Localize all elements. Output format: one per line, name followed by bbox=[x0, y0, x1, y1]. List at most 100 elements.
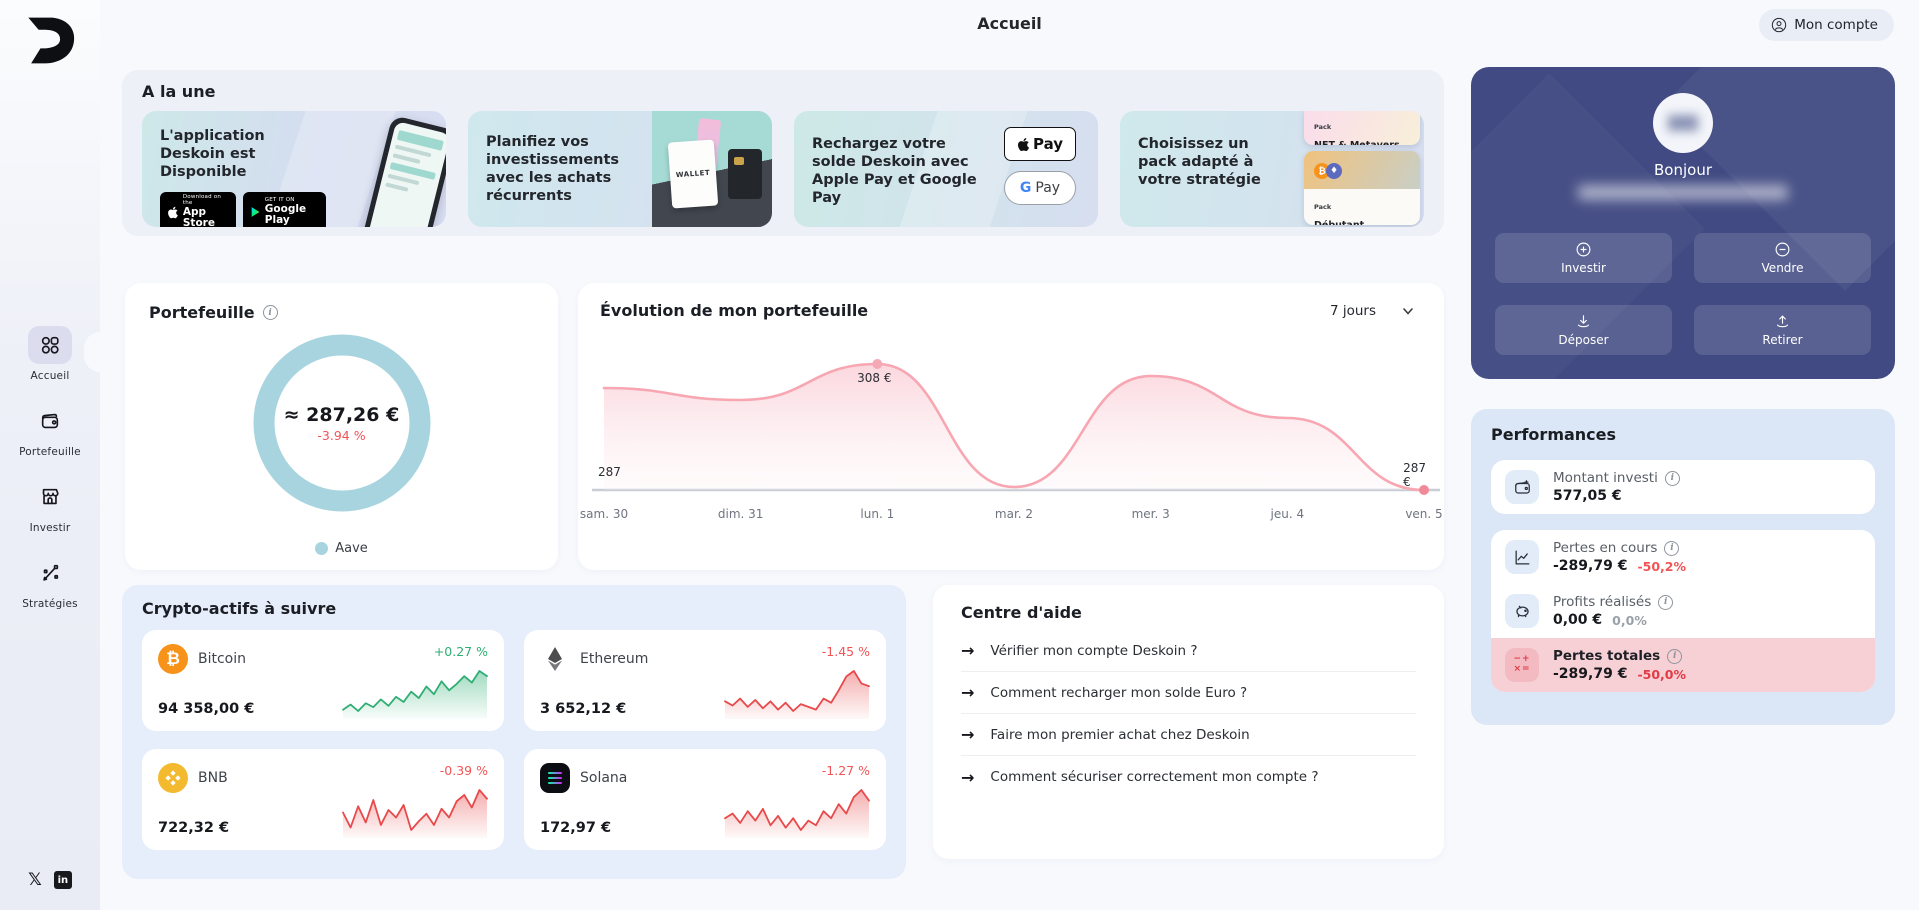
portfolio-title: Portefeuille bbox=[149, 303, 255, 322]
svg-text:mer. 3: mer. 3 bbox=[1132, 507, 1170, 521]
badge-label: App Store bbox=[182, 205, 215, 227]
asset-change: -1.27 % bbox=[821, 763, 870, 778]
sidebar-item-label: Accueil bbox=[30, 370, 70, 382]
promo-card-topup[interactable]: Rechargez votre solde Deskoin avec Apple… bbox=[794, 111, 1098, 227]
bnb-sparkline bbox=[342, 789, 488, 838]
sell-button-label: Vendre bbox=[1761, 261, 1804, 275]
account-button[interactable]: Mon compte bbox=[1759, 9, 1894, 41]
metric-label: Montant investi bbox=[1553, 470, 1658, 486]
x-twitter-icon[interactable]: 𝕏 bbox=[28, 870, 42, 890]
crypto-card-solana[interactable]: Solana -1.27 % 172,97 € bbox=[524, 749, 886, 850]
metric-row-current-losses: Pertes en cours i -289,79 € -50,2% bbox=[1491, 530, 1875, 584]
linkedin-icon[interactable]: in bbox=[53, 871, 72, 889]
svg-text:ven. 5: ven. 5 bbox=[1405, 507, 1442, 521]
sidebar-item-portefeuille[interactable]: Portefeuille bbox=[19, 402, 81, 458]
asset-price: 94 358,00 € bbox=[158, 701, 255, 717]
crypto-section-title: Crypto-actifs à suivre bbox=[142, 599, 337, 618]
user-name-redacted bbox=[1578, 185, 1788, 200]
help-title: Centre d'aide bbox=[961, 603, 1082, 622]
metric-value: 0,00 € bbox=[1553, 612, 1603, 628]
pack-nft-metavers: Pack NFT & Metavers bbox=[1304, 111, 1420, 145]
evolution-card: Évolution de mon portefeuille 7 jours sa… bbox=[578, 283, 1444, 570]
sidebar-item-investir[interactable]: Investir bbox=[28, 478, 72, 534]
apple-pay-label: Pay bbox=[1032, 135, 1064, 153]
info-icon[interactable]: i bbox=[1658, 594, 1674, 610]
info-icon[interactable]: i bbox=[1664, 540, 1680, 556]
asset-price: 722,32 € bbox=[158, 820, 230, 836]
deposit-button[interactable]: Déposer bbox=[1495, 305, 1672, 355]
plus-circle-icon bbox=[1576, 242, 1591, 257]
sidebar-item-strategies[interactable]: Stratégies bbox=[22, 554, 78, 610]
metric-percent: -50,0% bbox=[1637, 666, 1687, 682]
asset-price: 172,97 € bbox=[540, 820, 612, 836]
help-item-first-purchase[interactable]: → Faire mon premier achat chez Deskoin bbox=[961, 714, 1416, 756]
metric-label: Profits réalisés bbox=[1553, 594, 1652, 610]
asset-name: Bitcoin bbox=[198, 651, 247, 667]
solana-sparkline bbox=[724, 789, 870, 838]
wallet-plus-icon bbox=[1505, 470, 1539, 504]
metric-label: Pertes totales bbox=[1553, 648, 1661, 664]
wallet-icon bbox=[28, 402, 72, 440]
asset-change: -0.39 % bbox=[439, 763, 488, 778]
crypto-card-bitcoin[interactable]: ₿ Bitcoin +0.27 % 94 358,00 € bbox=[142, 630, 504, 731]
crypto-card-ethereum[interactable]: Ethereum -1.45 % 3 652,12 € bbox=[524, 630, 886, 731]
help-item-label: Vérifier mon compte Deskoin ? bbox=[990, 642, 1198, 659]
ethereum-icon bbox=[540, 644, 570, 674]
asset-change: -1.45 % bbox=[821, 644, 870, 659]
svg-text:sam. 30: sam. 30 bbox=[580, 507, 628, 521]
peak-value-label: 308 € bbox=[857, 371, 892, 385]
help-item-label: Comment sécuriser correctement mon compt… bbox=[990, 769, 1319, 785]
info-icon[interactable]: i bbox=[1664, 470, 1680, 486]
strategy-icon bbox=[28, 554, 72, 592]
ethereum-sparkline bbox=[724, 670, 870, 719]
pack-stack: PackNFT & Metavers ₿♦ PackDébutant ₿♦ +2 bbox=[1296, 111, 1424, 227]
invest-button[interactable]: Investir bbox=[1495, 233, 1672, 283]
help-item-topup-euro[interactable]: → Comment recharger mon solde Euro ? bbox=[961, 672, 1416, 714]
svg-text:dim. 31: dim. 31 bbox=[718, 507, 764, 521]
asset-price: 3 652,12 € bbox=[540, 701, 627, 717]
withdraw-button[interactable]: Retirer bbox=[1694, 305, 1871, 355]
metric-label: Pertes en cours bbox=[1553, 540, 1658, 556]
app-store-badge[interactable]: Download on the App Store bbox=[160, 192, 236, 227]
google-pay-badge[interactable]: G Pay bbox=[1004, 171, 1076, 205]
portfolio-donut-chart: ≈ 287,26 € -3.94 % bbox=[125, 323, 558, 523]
pack-name: Débutant bbox=[1314, 220, 1364, 225]
metric-row-total-losses: −+ ×= Pertes totales i -289,79 € -50,0% bbox=[1491, 638, 1875, 692]
help-item-label: Faire mon premier achat chez Deskoin bbox=[990, 726, 1250, 743]
wallet-card-label: WALLET bbox=[667, 139, 719, 209]
deposit-button-label: Déposer bbox=[1558, 333, 1609, 347]
apple-pay-badge[interactable]: Pay bbox=[1004, 127, 1076, 161]
svg-text:jeu. 4: jeu. 4 bbox=[1270, 507, 1305, 521]
download-icon bbox=[1577, 315, 1590, 328]
crypto-card-bnb[interactable]: BNB -0.39 % 722,32 € bbox=[142, 749, 504, 850]
account-button-label: Mon compte bbox=[1794, 17, 1878, 33]
social-links: 𝕏 in bbox=[0, 870, 100, 890]
bnb-icon bbox=[158, 763, 188, 793]
promo-card-title: Rechargez votre solde Deskoin avec Apple… bbox=[812, 136, 977, 207]
range-selector[interactable]: 7 jours bbox=[1330, 303, 1422, 319]
avatar[interactable] bbox=[1653, 93, 1713, 153]
legend-dot-aave bbox=[315, 542, 329, 555]
metric-row-invested: Montant investi i 577,05 € bbox=[1491, 460, 1875, 514]
svg-text:mar. 2: mar. 2 bbox=[995, 507, 1033, 521]
featured-title: A la une bbox=[142, 82, 216, 101]
invest-button-label: Investir bbox=[1561, 261, 1606, 275]
chart-line-icon bbox=[1505, 540, 1539, 574]
help-item-secure-account[interactable]: → Comment sécuriser correctement mon com… bbox=[961, 756, 1416, 798]
performances-title: Performances bbox=[1491, 425, 1617, 444]
promo-card-packs[interactable]: Choisissez un pack adapté à votre straté… bbox=[1120, 111, 1424, 227]
sidebar-item-label: Investir bbox=[29, 522, 71, 534]
google-play-badge[interactable]: GET IT ON Google Play bbox=[242, 192, 326, 227]
promo-card-app[interactable]: L'application Deskoin est Disponible Dow… bbox=[142, 111, 446, 227]
info-icon[interactable]: i bbox=[1667, 648, 1683, 664]
deskoin-logo[interactable] bbox=[18, 12, 76, 68]
info-icon[interactable]: i bbox=[262, 305, 278, 320]
pack-kicker: Pack bbox=[1314, 123, 1332, 131]
promo-card-recurring[interactable]: Planifiez vos investissements avec les a… bbox=[468, 111, 772, 227]
evolution-line-chart[interactable]: sam. 30 dim. 31 lun. 1 mar. 2 mer. 3 jeu. 4 ve… bbox=[580, 345, 1443, 535]
sidebar-item-label: Portefeuille bbox=[19, 446, 81, 458]
sidebar-item-accueil[interactable]: Accueil bbox=[28, 326, 72, 382]
promo-card-title: Choisissez un pack adapté à votre straté… bbox=[1138, 136, 1261, 189]
sell-button[interactable]: Vendre bbox=[1694, 233, 1871, 283]
help-item-verify-account[interactable]: → Vérifier mon compte Deskoin ? bbox=[961, 630, 1416, 672]
